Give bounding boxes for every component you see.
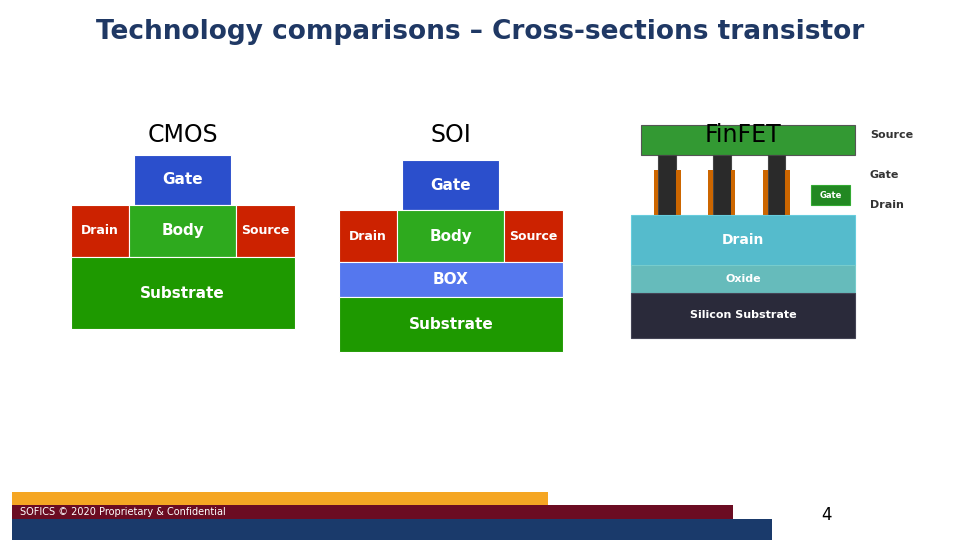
Bar [397, 210, 504, 262]
Bar [811, 185, 851, 205]
Text: Drain: Drain [870, 200, 903, 210]
Text: Drain: Drain [349, 230, 387, 242]
Bar [785, 170, 790, 225]
Text: Source: Source [241, 225, 290, 238]
Bar [708, 170, 713, 225]
Text: Silicon Substrate: Silicon Substrate [690, 310, 797, 321]
Bar [631, 293, 855, 338]
Bar [12, 492, 548, 505]
Text: Substrate: Substrate [408, 317, 493, 332]
Bar [504, 210, 563, 262]
Bar [654, 170, 659, 225]
Text: 4: 4 [821, 506, 831, 524]
Text: Gate: Gate [430, 178, 471, 192]
Text: Substrate: Substrate [140, 286, 225, 300]
Text: BOX: BOX [433, 272, 468, 287]
Text: Gate: Gate [870, 170, 900, 180]
Bar [129, 205, 236, 257]
Bar [676, 170, 681, 225]
Bar [339, 297, 563, 352]
Text: Drain: Drain [81, 225, 119, 238]
Text: Drain: Drain [722, 233, 764, 247]
Text: SOI: SOI [430, 123, 471, 147]
Text: Source: Source [510, 230, 558, 242]
Bar [659, 155, 676, 250]
Bar [631, 265, 855, 293]
Bar [768, 155, 785, 250]
Text: Technology comparisons – Cross-sections transistor: Technology comparisons – Cross-sections … [96, 19, 864, 45]
Bar [12, 505, 733, 519]
Bar [713, 155, 731, 250]
Bar [731, 170, 735, 225]
Bar [71, 205, 129, 257]
Bar [71, 257, 295, 329]
Bar [402, 160, 499, 210]
Text: CMOS: CMOS [148, 123, 218, 147]
Bar [134, 155, 231, 205]
Bar [339, 210, 397, 262]
Text: Gate: Gate [162, 172, 203, 187]
Text: Oxide: Oxide [726, 274, 761, 284]
Text: Gate: Gate [820, 191, 842, 199]
Text: Body: Body [429, 228, 472, 244]
Text: Source: Source [870, 130, 913, 140]
Text: FinFET: FinFET [705, 123, 781, 147]
Bar [641, 125, 855, 155]
Bar [339, 262, 563, 297]
Text: Body: Body [161, 224, 204, 239]
Bar [762, 170, 768, 225]
Bar [631, 215, 855, 265]
Bar [12, 519, 773, 540]
Bar [236, 205, 295, 257]
Text: SOFICS © 2020 Proprietary & Confidential: SOFICS © 2020 Proprietary & Confidential [20, 507, 226, 517]
